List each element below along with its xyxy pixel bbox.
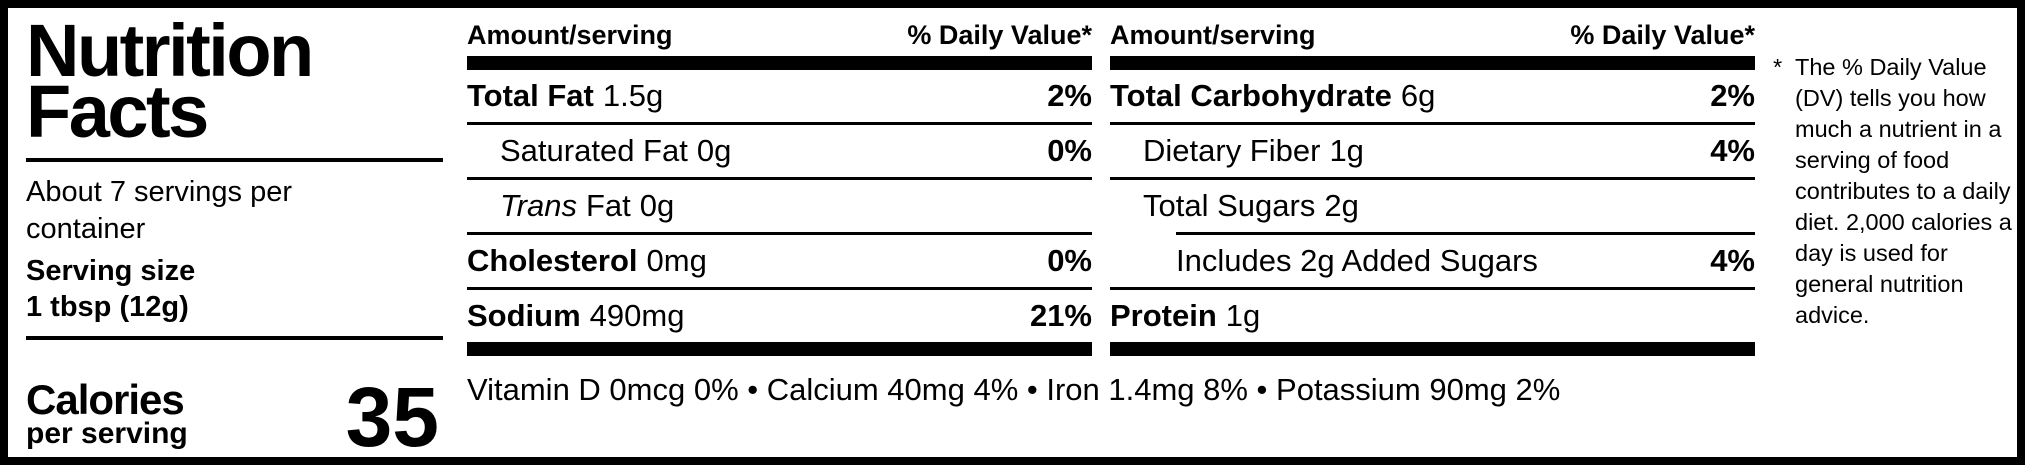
nutrient-row-protein: Protein 1g bbox=[1110, 298, 1261, 333]
header-daily-value: % Daily Value* bbox=[907, 20, 1092, 50]
nutrient-row-dietary-fiber: Dietary Fiber 1g 4% bbox=[1143, 133, 1755, 168]
serving-size-value: 1 tbsp (12g) bbox=[26, 291, 189, 323]
daily-value: 21% bbox=[1029, 298, 1092, 333]
label-title: Nutrition Facts bbox=[26, 9, 443, 153]
header-amount-serving: Amount/serving bbox=[1110, 20, 1316, 50]
label-title-line2: Facts bbox=[26, 70, 209, 153]
divider bbox=[1110, 287, 1755, 290]
calories-row: Calories per serving 35 bbox=[26, 340, 443, 464]
divider bbox=[467, 232, 1092, 235]
daily-value: 0% bbox=[1047, 133, 1092, 168]
divider bbox=[26, 158, 443, 162]
nutrient-row-added-sugars: Includes 2g Added Sugars 4% bbox=[1176, 243, 1755, 278]
nutrient-row-saturated-fat: Saturated Fat 0g 0% bbox=[500, 133, 1092, 168]
nutrient-row-cholesterol: Cholesterol 0mg 0% bbox=[467, 243, 1092, 278]
calories-sublabel: per serving bbox=[26, 417, 188, 450]
header-amount-serving: Amount/serving bbox=[467, 20, 673, 50]
serving-size-label: Serving size bbox=[26, 255, 196, 287]
daily-value: 2% bbox=[1047, 78, 1092, 113]
footnote-asterisk: * bbox=[1773, 54, 1783, 80]
label-title-line1: Nutrition bbox=[26, 9, 314, 92]
daily-value: 2% bbox=[1710, 78, 1755, 113]
nutrient-row-trans-fat: Trans Fat 0g bbox=[500, 188, 675, 223]
servings-per-container: About 7 servings per container bbox=[26, 176, 292, 245]
divider bbox=[1176, 232, 1755, 235]
daily-value: 4% bbox=[1710, 133, 1755, 168]
column-header: Amount/serving % Daily Value* bbox=[1110, 20, 1755, 70]
divider bbox=[467, 122, 1092, 125]
nutrient-row-sodium: Sodium 490mg 21% bbox=[467, 298, 1092, 333]
nutrient-columns: Amount/serving % Daily Value* Total Fat … bbox=[467, 20, 1755, 356]
daily-value: 4% bbox=[1710, 243, 1755, 278]
column-header: Amount/serving % Daily Value* bbox=[467, 20, 1092, 70]
divider bbox=[467, 177, 1092, 180]
calories-value: 35 bbox=[345, 370, 439, 464]
nutrient-column-fat: Amount/serving % Daily Value* Total Fat … bbox=[467, 20, 1092, 356]
calories-labels: Calories per serving bbox=[26, 376, 188, 450]
daily-value: 0% bbox=[1047, 243, 1092, 278]
nutrient-row-total-fat: Total Fat 1.5g 2% bbox=[467, 78, 1092, 113]
nutrient-table: Amount/serving % Daily Value* Total Fat … bbox=[467, 8, 1755, 457]
header-daily-value: % Daily Value* bbox=[1570, 20, 1755, 50]
identity-panel: Nutrition Facts About 7 servings per con… bbox=[8, 8, 453, 464]
nutrient-row-total-sugars: Total Sugars 2g bbox=[1143, 188, 1359, 223]
daily-value-footnote: * The % Daily Value (DV) tells you how m… bbox=[1773, 8, 2025, 457]
divider bbox=[1110, 122, 1755, 125]
footnote-text: The % Daily Value (DV) tells you how muc… bbox=[1795, 54, 2012, 328]
calories-label: Calories bbox=[26, 376, 185, 423]
micronutrients-row: Vitamin D 0mcg 0% • Calcium 40mg 4% • Ir… bbox=[467, 372, 1561, 407]
divider bbox=[26, 336, 443, 340]
divider bbox=[467, 287, 1092, 290]
divider bbox=[1110, 177, 1755, 180]
nutrient-column-carbohydrate: Amount/serving % Daily Value* Total Carb… bbox=[1110, 20, 1755, 356]
nutrient-row-total-carbohydrate: Total Carbohydrate 6g 2% bbox=[1110, 78, 1755, 113]
